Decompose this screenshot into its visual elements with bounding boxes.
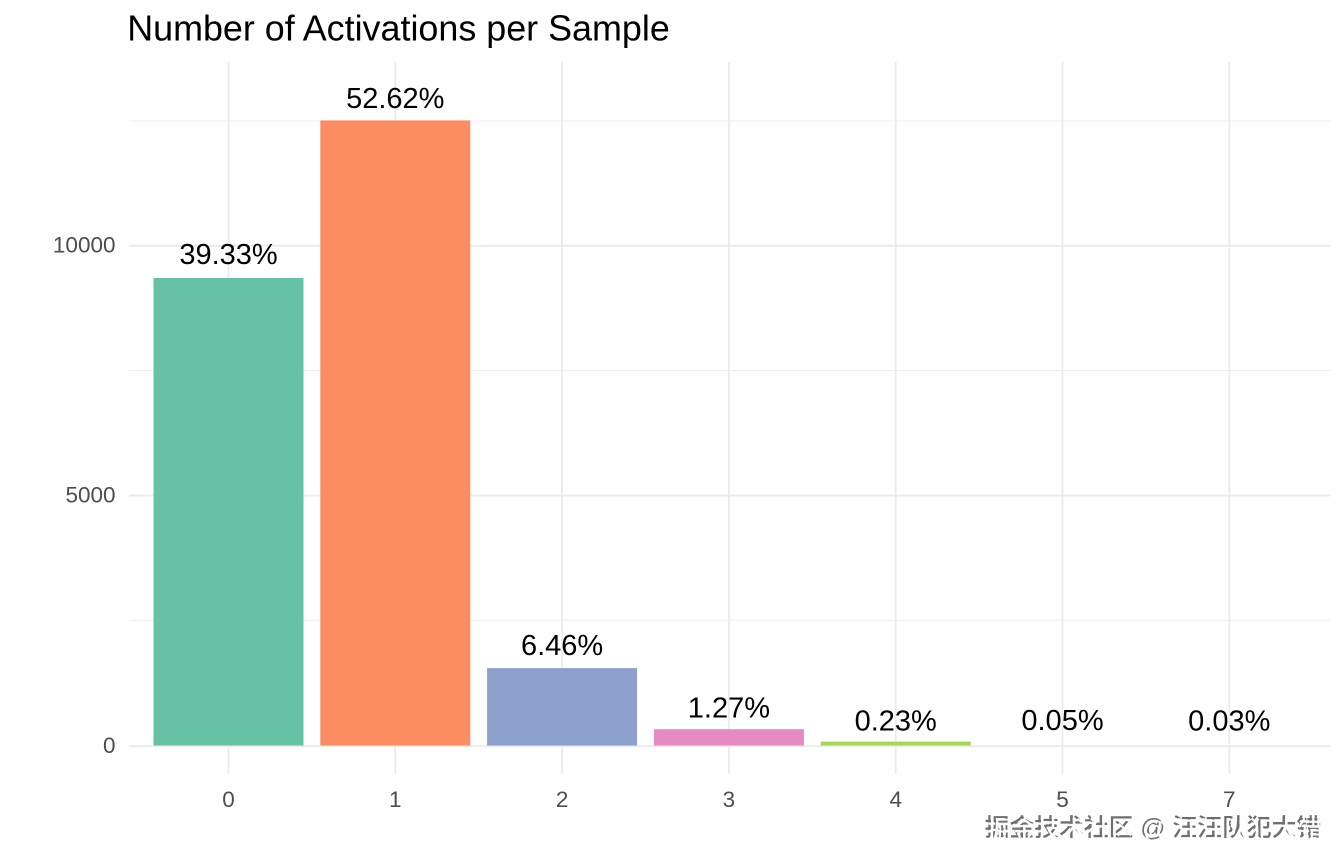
svg-text:7: 7 — [1223, 787, 1236, 812]
svg-text:@: @ — [1143, 818, 1168, 845]
svg-text:1.27%: 1.27% — [688, 693, 770, 725]
svg-text:4: 4 — [889, 787, 902, 812]
svg-text:0.23%: 0.23% — [855, 706, 937, 738]
svg-text:Number of Activations per Samp: Number of Activations per Sample — [127, 9, 670, 49]
svg-text:@: @ — [1140, 815, 1165, 842]
svg-text:0.03%: 0.03% — [1188, 705, 1270, 737]
svg-text:52.62%: 52.62% — [346, 83, 444, 115]
svg-text:3: 3 — [723, 787, 736, 812]
svg-text:0: 0 — [222, 787, 235, 812]
svg-text:1: 1 — [389, 787, 402, 812]
svg-text:39.33%: 39.33% — [179, 239, 277, 271]
svg-text:5: 5 — [1056, 787, 1069, 812]
svg-text:2: 2 — [556, 787, 569, 812]
svg-text:0.05%: 0.05% — [1021, 705, 1103, 737]
svg-text:6.46%: 6.46% — [521, 630, 603, 662]
svg-text:10000: 10000 — [53, 233, 116, 258]
svg-text:0: 0 — [103, 733, 116, 758]
svg-text:5000: 5000 — [65, 482, 115, 507]
